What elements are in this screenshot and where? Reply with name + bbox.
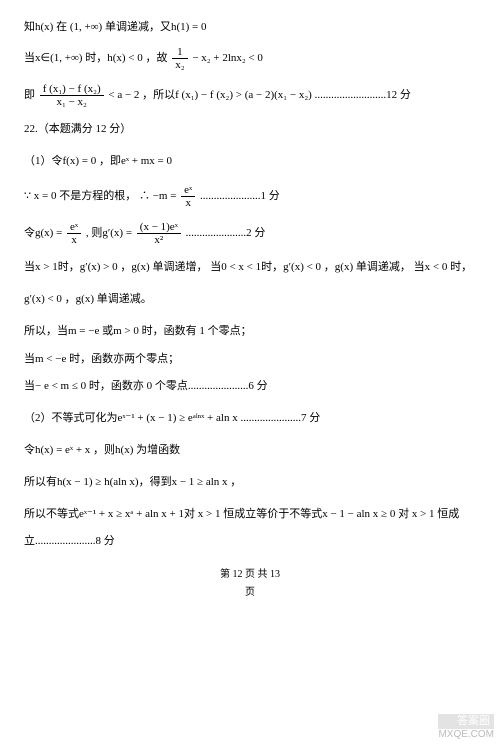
numerator: (x − 1)eˣ	[137, 221, 181, 234]
text-line: 所以，当m = −e 或m > 0 时，函数有 1 个零点；	[24, 322, 476, 342]
text-line: 所以不等式eˣ⁻¹ + x ≥ xᵃ + aln x + 1对 x > 1 恒成…	[24, 505, 476, 525]
watermark-url: MXQE.COM	[438, 729, 494, 741]
denominator: x²	[137, 234, 181, 246]
text-line: 令h(x) = eˣ + x ，则h(x) 为增函数	[24, 441, 476, 461]
fraction: 1 x₂	[172, 46, 187, 71]
text-line: 即 f (x₁) − f (x₂) x₁ − x₂ < a − 2 ，所以f (…	[24, 83, 476, 108]
denominator: x₁ − x₂	[40, 96, 104, 108]
fraction: eˣ x	[67, 221, 81, 246]
text-line: g′(x) < 0 ，g(x) 单调递减。	[24, 290, 476, 310]
text-line: 立......................8 分	[24, 532, 476, 552]
denominator: x	[67, 234, 81, 246]
text-line: 当x > 1时，g′(x) > 0 ，g(x) 单调递增， 当0 < x < 1…	[24, 258, 476, 278]
text-fragment: 当x∈(1, +∞) 时，h(x) < 0 ，故	[24, 52, 167, 64]
denominator: x	[181, 197, 195, 209]
text-line: （2）不等式可化为eˣ⁻¹ + (x − 1) ≥ eᵃˡⁿˣ + aln x …	[24, 409, 476, 429]
text-fragment: ∵ x = 0 不是方程的根， ∴ −m =	[24, 190, 179, 202]
denominator: x₂	[172, 59, 187, 71]
question-header: 22.（本题满分 12 分）	[24, 120, 476, 140]
text-fragment: , 则g′(x) =	[86, 227, 135, 239]
numerator: 1	[172, 46, 187, 59]
page-number: 第 12 页 共 13	[24, 566, 476, 584]
text-fragment: − x₂ + 2lnx₂ < 0	[192, 52, 263, 64]
page-footer: 第 12 页 共 13 页	[24, 566, 476, 602]
fraction: f (x₁) − f (x₂) x₁ − x₂	[40, 83, 104, 108]
text-line: 当m < −e 时，函数亦两个零点；	[24, 350, 476, 370]
text-line: 当x∈(1, +∞) 时，h(x) < 0 ，故 1 x₂ − x₂ + 2ln…	[24, 46, 476, 71]
text-fragment: 即	[24, 89, 35, 101]
text-line: （1）令f(x) = 0 ，即eˣ + mx = 0	[24, 152, 476, 172]
text-fragment: ......................1 分	[200, 190, 280, 202]
text-fragment: ......................2 分	[186, 227, 266, 239]
text-fragment: 令g(x) =	[24, 227, 65, 239]
page-number-suffix: 页	[24, 584, 476, 602]
text-line: 令g(x) = eˣ x , 则g′(x) = (x − 1)eˣ x² ...…	[24, 221, 476, 246]
text-line: 所以有h(x − 1) ≥ h(aln x)，得到x − 1 ≥ aln x ，	[24, 473, 476, 493]
numerator: f (x₁) − f (x₂)	[40, 83, 104, 96]
numerator: eˣ	[67, 221, 81, 234]
fraction: (x − 1)eˣ x²	[137, 221, 181, 246]
fraction: eˣ x	[181, 184, 195, 209]
text-fragment: < a − 2 ，所以f (x₁) − f (x₂) > (a − 2)(x₁ …	[108, 89, 410, 101]
text-line: 当− e < m ≤ 0 时，函数亦 0 个零点................…	[24, 377, 476, 397]
watermark-title: 答案圈	[438, 714, 494, 729]
text-line: 知h(x) 在 (1, +∞) 单调递减，又h(1) = 0	[24, 18, 476, 38]
watermark: 答案圈 MXQE.COM	[438, 714, 494, 741]
numerator: eˣ	[181, 184, 195, 197]
text-line: ∵ x = 0 不是方程的根， ∴ −m = eˣ x ............…	[24, 184, 476, 209]
